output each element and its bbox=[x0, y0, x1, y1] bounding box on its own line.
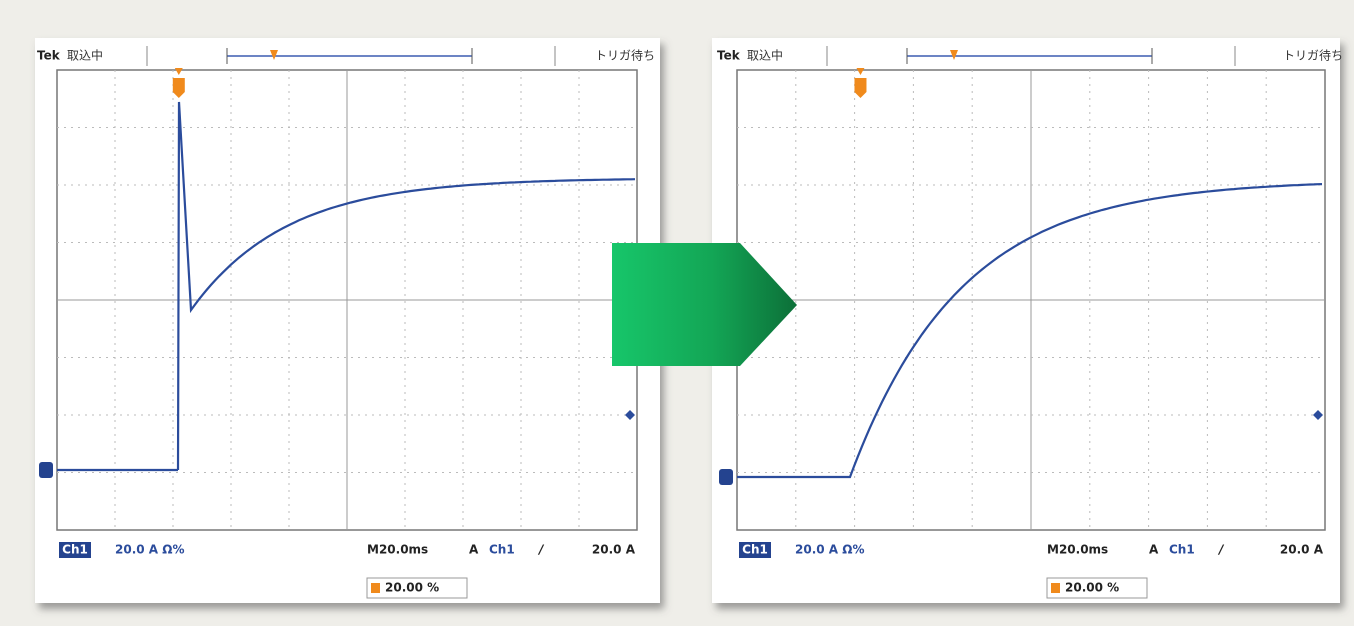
scale: 20.0 A Ω% bbox=[795, 543, 864, 557]
position-icon bbox=[1051, 583, 1060, 593]
timebase: M20.0ms bbox=[1047, 543, 1108, 557]
channel: Ch1 bbox=[62, 543, 88, 557]
trigger-source: Ch1 bbox=[489, 543, 515, 557]
trigger-mode: A bbox=[469, 543, 479, 557]
trigger-level: 20.0 A bbox=[592, 543, 636, 557]
brand: Tek bbox=[37, 49, 61, 63]
position: 20.00 % bbox=[385, 581, 439, 595]
trigger-status: トリガ待ち bbox=[1283, 49, 1343, 63]
trigger-source: Ch1 bbox=[1169, 543, 1195, 557]
status: 取込中 bbox=[747, 48, 783, 63]
screenshot: Tek取込中トリガ待ちCh120.0 A Ω%M20.0msACh1/20.0 … bbox=[0, 0, 1354, 626]
status: 取込中 bbox=[67, 48, 103, 63]
position-icon bbox=[371, 583, 380, 593]
page: Tek取込中トリガ待ちCh120.0 A Ω%M20.0msACh1/20.0 … bbox=[0, 0, 1354, 626]
trigger-status: トリガ待ち bbox=[595, 49, 655, 63]
position: 20.00 % bbox=[1065, 581, 1119, 595]
trigger-level: 20.0 A bbox=[1280, 543, 1324, 557]
scale: 20.0 A Ω% bbox=[115, 543, 184, 557]
channel: Ch1 bbox=[742, 543, 768, 557]
channel-marker bbox=[719, 469, 733, 485]
timebase: M20.0ms bbox=[367, 543, 428, 557]
trigger-mode: A bbox=[1149, 543, 1159, 557]
brand: Tek bbox=[717, 49, 741, 63]
channel-marker bbox=[39, 462, 53, 478]
